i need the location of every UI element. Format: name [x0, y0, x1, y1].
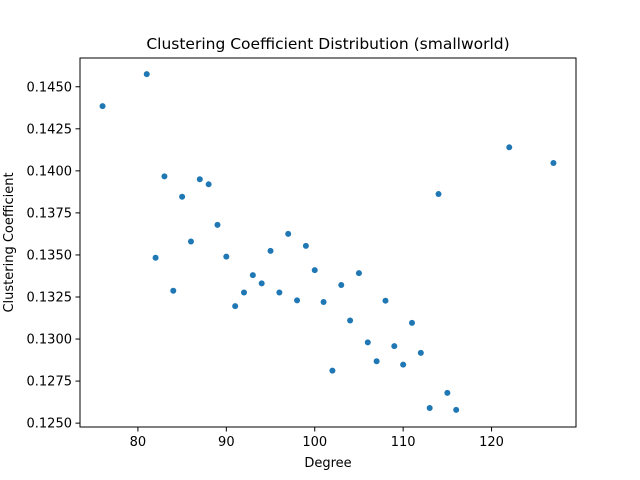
x-tick-label: 110: [391, 435, 416, 450]
data-point: [400, 361, 407, 368]
plot-frame: [79, 57, 577, 428]
data-point: [179, 193, 186, 200]
data-point: [99, 103, 106, 110]
data-point: [214, 221, 221, 228]
data-point: [223, 253, 230, 260]
data-point: [347, 317, 354, 324]
data-point: [444, 389, 451, 396]
data-point: [506, 144, 513, 151]
data-point: [550, 159, 557, 166]
y-tick-label: 0.1325: [27, 290, 73, 305]
data-point: [364, 339, 371, 346]
data-point: [302, 242, 309, 249]
data-point: [355, 270, 362, 277]
data-point: [187, 238, 194, 245]
data-point: [320, 299, 327, 306]
data-point: [267, 247, 274, 254]
data-point: [249, 272, 256, 279]
y-tick-label: 0.1375: [27, 206, 73, 221]
data-point: [241, 289, 248, 296]
data-point: [435, 191, 442, 198]
data-point: [311, 267, 318, 274]
y-tick-label: 0.1400: [27, 164, 73, 179]
data-point: [170, 287, 177, 294]
data-point: [453, 406, 460, 413]
data-point: [276, 289, 283, 296]
y-tick-label: 0.1350: [27, 248, 73, 263]
data-point: [232, 303, 239, 310]
data-point: [426, 404, 433, 411]
chart-title: Clustering Coefficient Distribution (sma…: [146, 35, 509, 53]
data-point: [417, 349, 424, 356]
x-axis-label: Degree: [304, 456, 351, 471]
y-tick-label: 0.1300: [27, 333, 73, 348]
x-tick-label: 80: [130, 435, 147, 450]
y-tick-label: 0.1450: [27, 80, 73, 95]
data-point: [329, 367, 336, 374]
data-point: [382, 297, 389, 304]
data-point: [391, 343, 398, 350]
y-axis-label: Clustering Coefficient: [2, 172, 17, 312]
y-axis-ticks: 0.1250 0.1275 0.1300 0.1325 0.1350 0.1375 0.14…: [27, 80, 80, 432]
y-tick-label: 0.1275: [27, 375, 73, 390]
data-point: [143, 71, 150, 78]
data-point: [338, 282, 345, 289]
x-tick-label: 90: [218, 435, 235, 450]
data-point: [285, 230, 292, 237]
data-point: [196, 176, 203, 183]
y-tick-label: 0.1425: [27, 122, 73, 137]
data-point: [258, 280, 265, 287]
points-layer: [99, 71, 557, 413]
x-tick-label: 120: [479, 435, 504, 450]
data-point: [294, 297, 301, 304]
data-point: [205, 181, 212, 188]
x-axis-ticks: 80 90 100 110 120: [130, 427, 504, 450]
data-point: [408, 319, 415, 326]
data-point: [161, 173, 168, 180]
plot-area: [80, 58, 576, 427]
y-tick-label: 0.1250: [27, 417, 73, 432]
data-point: [152, 254, 159, 261]
data-point: [373, 358, 380, 365]
x-tick-label: 100: [302, 435, 327, 450]
